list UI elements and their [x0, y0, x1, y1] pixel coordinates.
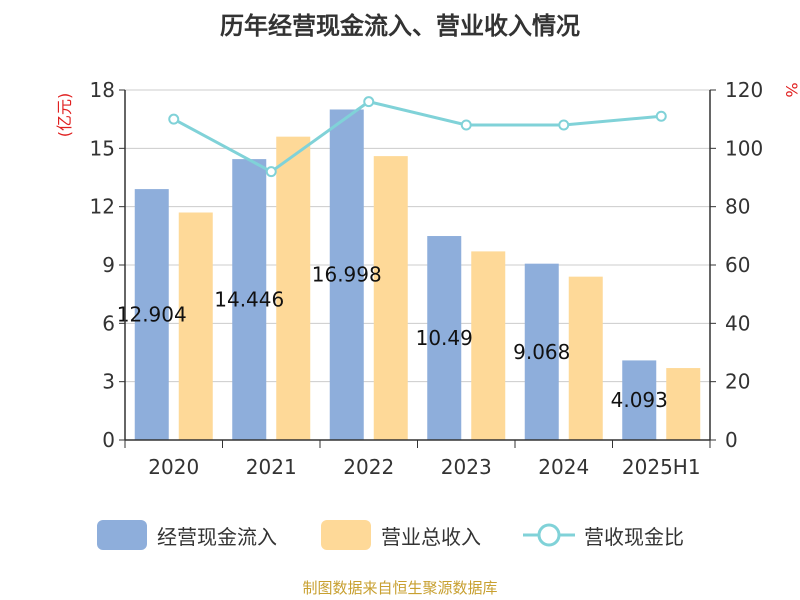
bar-cash-inflow [329, 109, 364, 440]
data-label-cash-inflow: 16.998 [312, 263, 382, 287]
bar-cash-inflow [134, 189, 169, 440]
legend-swatch-revenue [321, 520, 371, 550]
x-category-label: 2025H1 [622, 455, 701, 479]
right-tick-label: 100 [725, 136, 763, 160]
ratio-point [265, 166, 277, 178]
ratio-point [168, 113, 180, 125]
data-label-cash-inflow: 10.49 [416, 326, 473, 350]
data-label-cash-inflow: 4.093 [611, 388, 668, 412]
source-note: 制图数据来自恒生聚源数据库 [302, 579, 498, 597]
legend-marker-ratio [523, 523, 575, 547]
bars [134, 109, 701, 440]
bar-revenue [373, 156, 408, 440]
left-tick-label: 3 [102, 370, 115, 394]
right-tick-label: 120 [725, 78, 763, 102]
ratio-line-path [173, 100, 662, 174]
left-tick-label: 15 [90, 136, 115, 160]
bar-revenue [568, 276, 603, 440]
bar-cash-inflow [427, 236, 462, 440]
ratio-line [168, 96, 667, 178]
data-label-cash-inflow: 14.446 [214, 288, 284, 312]
grid-lines [125, 89, 710, 383]
legend-item-revenue[interactable]: 营业总收入 [321, 515, 481, 555]
left-tick-label: 18 [90, 78, 115, 102]
left-tick-label: 9 [102, 253, 115, 277]
x-category-label: 2022 [343, 455, 394, 479]
axes: 0 3 6 9 12 15 18 0 20 40 60 80 100 120 (亿元)% 2020 2021 20… [55, 78, 800, 479]
chart-title: 历年经营现金流入、营业收入情况 [220, 12, 580, 40]
right-tick-label: 20 [725, 370, 750, 394]
data-labels: 12.904 14.446 16.998 10.49 9.068 4.093 [117, 263, 668, 412]
bar-revenue [666, 368, 701, 440]
right-tick-label: 0 [725, 428, 738, 452]
right-tick-label: 40 [725, 311, 750, 335]
x-category-label: 2020 [148, 455, 199, 479]
legend-swatch-cash-inflow [97, 520, 147, 550]
left-axis-unit-label: (亿元) [55, 93, 74, 138]
legend-item-cash-inflow[interactable]: 经营现金流入 [97, 515, 277, 555]
x-category-label: 2023 [441, 455, 492, 479]
right-tick-label: 80 [725, 195, 750, 219]
x-category-label: 2024 [538, 455, 589, 479]
data-label-cash-inflow: 12.904 [117, 303, 187, 327]
bar-revenue [276, 136, 311, 440]
bar-cash-inflow [524, 263, 559, 440]
bar-revenue [178, 212, 213, 440]
right-tick-label: 60 [725, 253, 750, 277]
bar-revenue [471, 251, 506, 440]
x-category-label: 2021 [246, 455, 297, 479]
legend-item-ratio[interactable]: 营收现金比 [522, 515, 684, 555]
ratio-point [460, 119, 472, 131]
legend-label-revenue: 营业总收入 [381, 524, 481, 549]
legend: 经营现金流入 营业总收入 营收现金比 [0, 515, 800, 555]
legend-label-ratio: 营收现金比 [584, 524, 684, 549]
right-axis-unit-label: % [782, 82, 800, 97]
data-label-cash-inflow: 9.068 [513, 340, 570, 364]
bar-cash-inflow [622, 360, 657, 440]
ratio-point [363, 96, 375, 108]
left-tick-label: 0 [102, 428, 115, 452]
bar-cash-inflow [232, 159, 267, 440]
left-tick-label: 6 [102, 311, 115, 335]
left-tick-label: 12 [90, 195, 115, 219]
ratio-point [655, 110, 667, 122]
ratio-point [558, 119, 570, 131]
legend-label-cash-inflow: 经营现金流入 [157, 524, 277, 549]
